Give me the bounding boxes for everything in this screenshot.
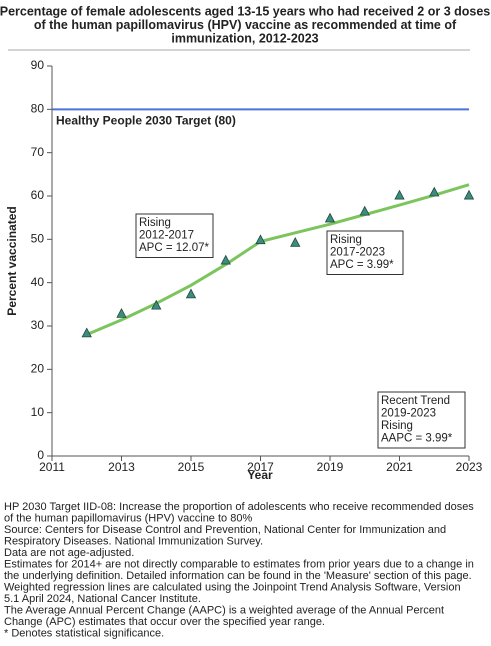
x-axis-label: Year xyxy=(247,468,273,482)
y-tick-label: 20 xyxy=(31,362,45,376)
x-tick-label: 2013 xyxy=(108,460,135,474)
data-point xyxy=(429,186,440,197)
footnote: The Average Annual Percent Change (AAPC)… xyxy=(4,604,444,616)
y-tick-label: 40 xyxy=(31,275,45,289)
y-tick-label: 80 xyxy=(31,102,45,116)
annotation-text: Rising xyxy=(381,420,413,432)
chart-title: Percentage of female adolescents aged 13… xyxy=(0,4,490,18)
y-tick-label: 30 xyxy=(31,318,45,332)
target-label: Healthy People 2030 Target (80) xyxy=(56,114,236,128)
x-tick-label: 2021 xyxy=(386,460,413,474)
footnote: Weighted regression lines are calculated… xyxy=(4,581,461,593)
footnote: * Denotes statistical significance. xyxy=(4,627,164,639)
annotation-text: APC = 12.07* xyxy=(139,242,210,254)
x-tick-label: 2017 xyxy=(247,460,274,474)
data-point xyxy=(255,234,266,245)
data-point xyxy=(220,254,231,265)
annotation-text: 2017-2023 xyxy=(330,247,385,259)
footnote: Data are not age-adjusted. xyxy=(4,547,134,559)
annotation-text: 2019-2023 xyxy=(381,408,436,420)
annotation-box xyxy=(135,213,214,258)
trend-line xyxy=(86,183,470,337)
annotation-text: Rising xyxy=(139,217,171,229)
y-tick-label: 0 xyxy=(37,448,44,462)
annotation-text: AAPC = 3.99* xyxy=(381,433,453,445)
data-point xyxy=(290,236,301,247)
footnote: 5.1 April 2024, National Cancer Institut… xyxy=(4,593,201,605)
footnote: the underlying definition. Detailed info… xyxy=(4,570,472,582)
y-tick-label: 60 xyxy=(31,188,45,202)
footnote: of the human papillomavirus (HPV) vaccin… xyxy=(4,512,252,524)
footnote: Respiratory Diseases. National Immunizat… xyxy=(4,535,263,547)
annotation-text: Rising xyxy=(330,234,362,246)
x-tick-label: 2023 xyxy=(456,460,483,474)
x-tick-label: 2019 xyxy=(317,460,344,474)
y-tick-label: 70 xyxy=(31,145,45,159)
annotation-text: Recent Trend xyxy=(381,395,450,407)
chart-title: immunization, 2012-2023 xyxy=(171,31,318,45)
footnote: Estimates for 2014+ are not directly com… xyxy=(4,558,474,570)
data-point xyxy=(324,212,336,223)
x-tick-label: 2011 xyxy=(39,460,65,474)
data-point xyxy=(394,189,405,200)
data-point xyxy=(463,189,475,200)
data-point xyxy=(359,205,370,216)
annotation-box xyxy=(326,230,404,275)
data-point xyxy=(116,308,127,318)
footnote: HP 2030 Target IID-08: Increase the prop… xyxy=(4,501,474,513)
data-point xyxy=(81,327,92,338)
y-tick-label: 50 xyxy=(31,232,45,246)
y-tick-label: 90 xyxy=(31,58,45,72)
footnote: Change (APC) estimates that occur over t… xyxy=(4,616,325,628)
y-tick-label: 10 xyxy=(31,405,45,419)
data-point xyxy=(185,288,197,299)
annotation-box xyxy=(377,391,466,449)
annotation-text: 2012-2017 xyxy=(139,230,194,242)
data-point xyxy=(151,299,162,310)
footnote: Source: Centers for Disease Control and … xyxy=(4,524,446,536)
y-axis-label: Percent vaccinated xyxy=(5,206,19,315)
x-tick-label: 2015 xyxy=(178,460,205,474)
chart-title: of the human papillomavirus (HPV) vaccin… xyxy=(34,18,457,32)
annotation-text: APC = 3.99* xyxy=(330,259,394,271)
